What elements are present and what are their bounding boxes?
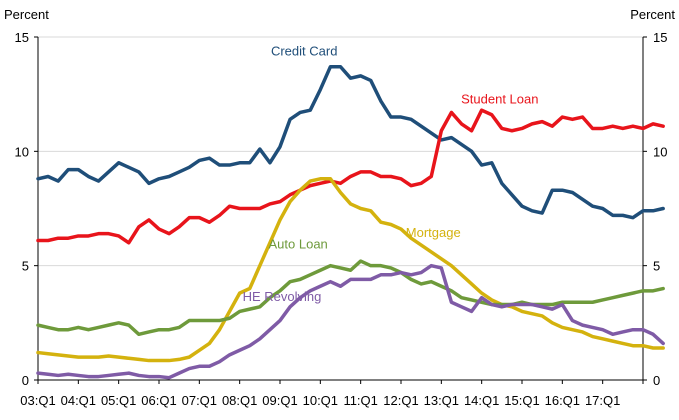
- x-tick-label: 05:Q1: [101, 393, 136, 408]
- x-tick-label: 04:Q1: [61, 393, 96, 408]
- series-line-mortgage: [36, 177, 665, 363]
- series-line-credit-card: [36, 64, 665, 220]
- x-tick-label: 11:Q1: [343, 393, 377, 408]
- x-tick-label: 13:Q1: [424, 393, 459, 408]
- x-tick-label: 16:Q1: [545, 393, 580, 408]
- axes: 0 0 5 5 10 10 15 15 Percent Percent 03:Q1 04:Q1 05:Q…: [4, 7, 675, 408]
- y-tick-label-right: 10: [653, 144, 667, 159]
- x-tick-label: 17:Q1: [585, 393, 620, 408]
- x-tick-label: 10:Q1: [303, 393, 338, 408]
- y-tick-label-right: 5: [653, 259, 660, 274]
- series-lines: [36, 64, 665, 380]
- x-tick-label: 07:Q1: [182, 393, 217, 408]
- x-tick-label: 03:Q1: [20, 393, 55, 408]
- y-tick-label-left: 10: [15, 144, 29, 159]
- series-label-student-loan: Student Loan: [461, 91, 538, 106]
- y-tick-label-left: 15: [15, 30, 29, 45]
- y-tick-label-right: 0: [653, 373, 660, 388]
- gridlines: [38, 36, 643, 267]
- series-line-he-revolving: [36, 263, 665, 380]
- x-tick-label: 14:Q1: [464, 393, 499, 408]
- series-label-credit-card: Credit Card: [271, 43, 337, 58]
- y-axis-unit-right: Percent: [630, 7, 675, 22]
- y-tick-label-left: 5: [22, 259, 29, 274]
- series-line-auto-loan: [36, 259, 665, 337]
- x-tick-label: 15:Q1: [504, 393, 539, 408]
- series-line-student-loan: [36, 108, 665, 245]
- y-tick-label-right: 15: [653, 30, 667, 45]
- x-tick-label: 09:Q1: [262, 393, 297, 408]
- x-tick-label: 06:Q1: [141, 393, 176, 408]
- series-labels: Credit Card Student Loan Mortgage Auto Loan…: [243, 43, 539, 304]
- series-label-he-revolving: HE Revolving: [243, 289, 322, 304]
- series-label-auto-loan: Auto Loan: [269, 237, 328, 252]
- x-tick-label: 12:Q1: [383, 393, 418, 408]
- y-axis-unit-left: Percent: [4, 7, 49, 22]
- x-tick-label: 08:Q1: [222, 393, 257, 408]
- series-label-mortgage: Mortgage: [406, 225, 461, 240]
- y-tick-label-left: 0: [22, 373, 29, 388]
